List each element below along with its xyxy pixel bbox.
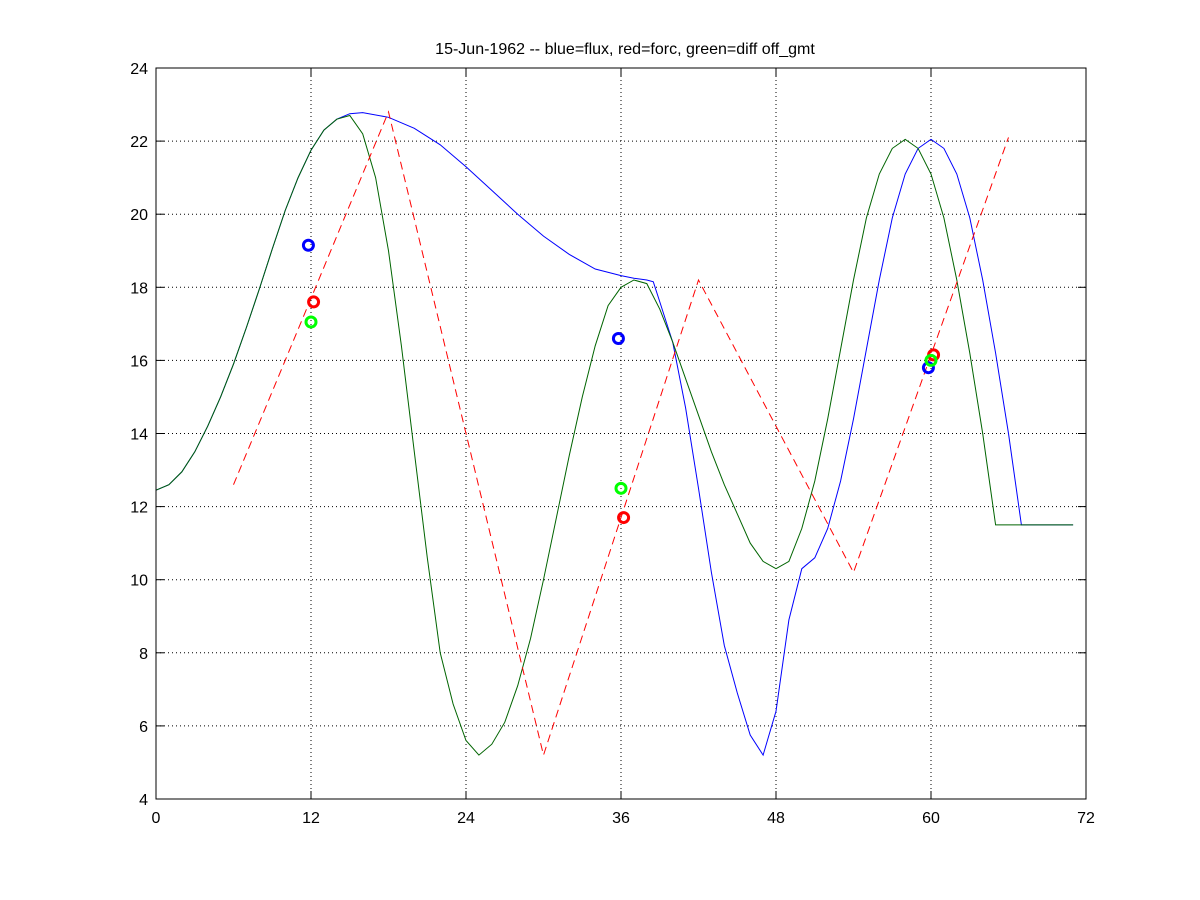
y-tick-label: 12 xyxy=(130,500,148,517)
y-tick-label: 14 xyxy=(130,427,148,444)
data-marker-2 xyxy=(304,315,318,329)
data-marker-0 xyxy=(301,238,315,252)
y-tick-label: 8 xyxy=(139,646,148,663)
data-marker-3 xyxy=(611,331,625,345)
series-line-2 xyxy=(233,110,1009,757)
y-tick-label: 16 xyxy=(130,353,148,370)
chart-title: 15-Jun-1962 -- blue=flux, red=forc, gree… xyxy=(435,41,815,58)
y-tick-label: 20 xyxy=(130,207,148,224)
series-line-1 xyxy=(155,114,1074,756)
x-tick-label: 72 xyxy=(1077,810,1095,827)
y-tick-label: 22 xyxy=(130,134,148,151)
series-group xyxy=(155,110,1074,757)
grid-lines xyxy=(156,68,1086,799)
x-tick-label: 12 xyxy=(302,810,320,827)
x-tick-label: 36 xyxy=(612,810,630,827)
markers-group xyxy=(301,238,941,525)
data-marker-6 xyxy=(921,361,935,375)
y-tick-label: 10 xyxy=(130,573,148,590)
data-marker-1 xyxy=(307,295,321,309)
y-tick-label: 6 xyxy=(139,719,148,736)
x-tick-label: 0 xyxy=(152,810,161,827)
data-marker-4 xyxy=(614,481,628,495)
axis-ticks: 0 12 24 36 48 60 72 4 6 8 10 12 14 16 18 20 22 24 xyxy=(130,61,1095,827)
y-tick-label: 4 xyxy=(139,792,148,809)
x-tick-label: 24 xyxy=(457,810,475,827)
data-marker-8 xyxy=(924,353,938,367)
x-tick-label: 48 xyxy=(767,810,785,827)
data-marker-5 xyxy=(617,511,631,525)
y-tick-label: 18 xyxy=(130,280,148,297)
y-tick-label: 24 xyxy=(130,61,148,78)
series-line-0 xyxy=(155,112,1074,757)
x-tick-label: 60 xyxy=(922,810,940,827)
